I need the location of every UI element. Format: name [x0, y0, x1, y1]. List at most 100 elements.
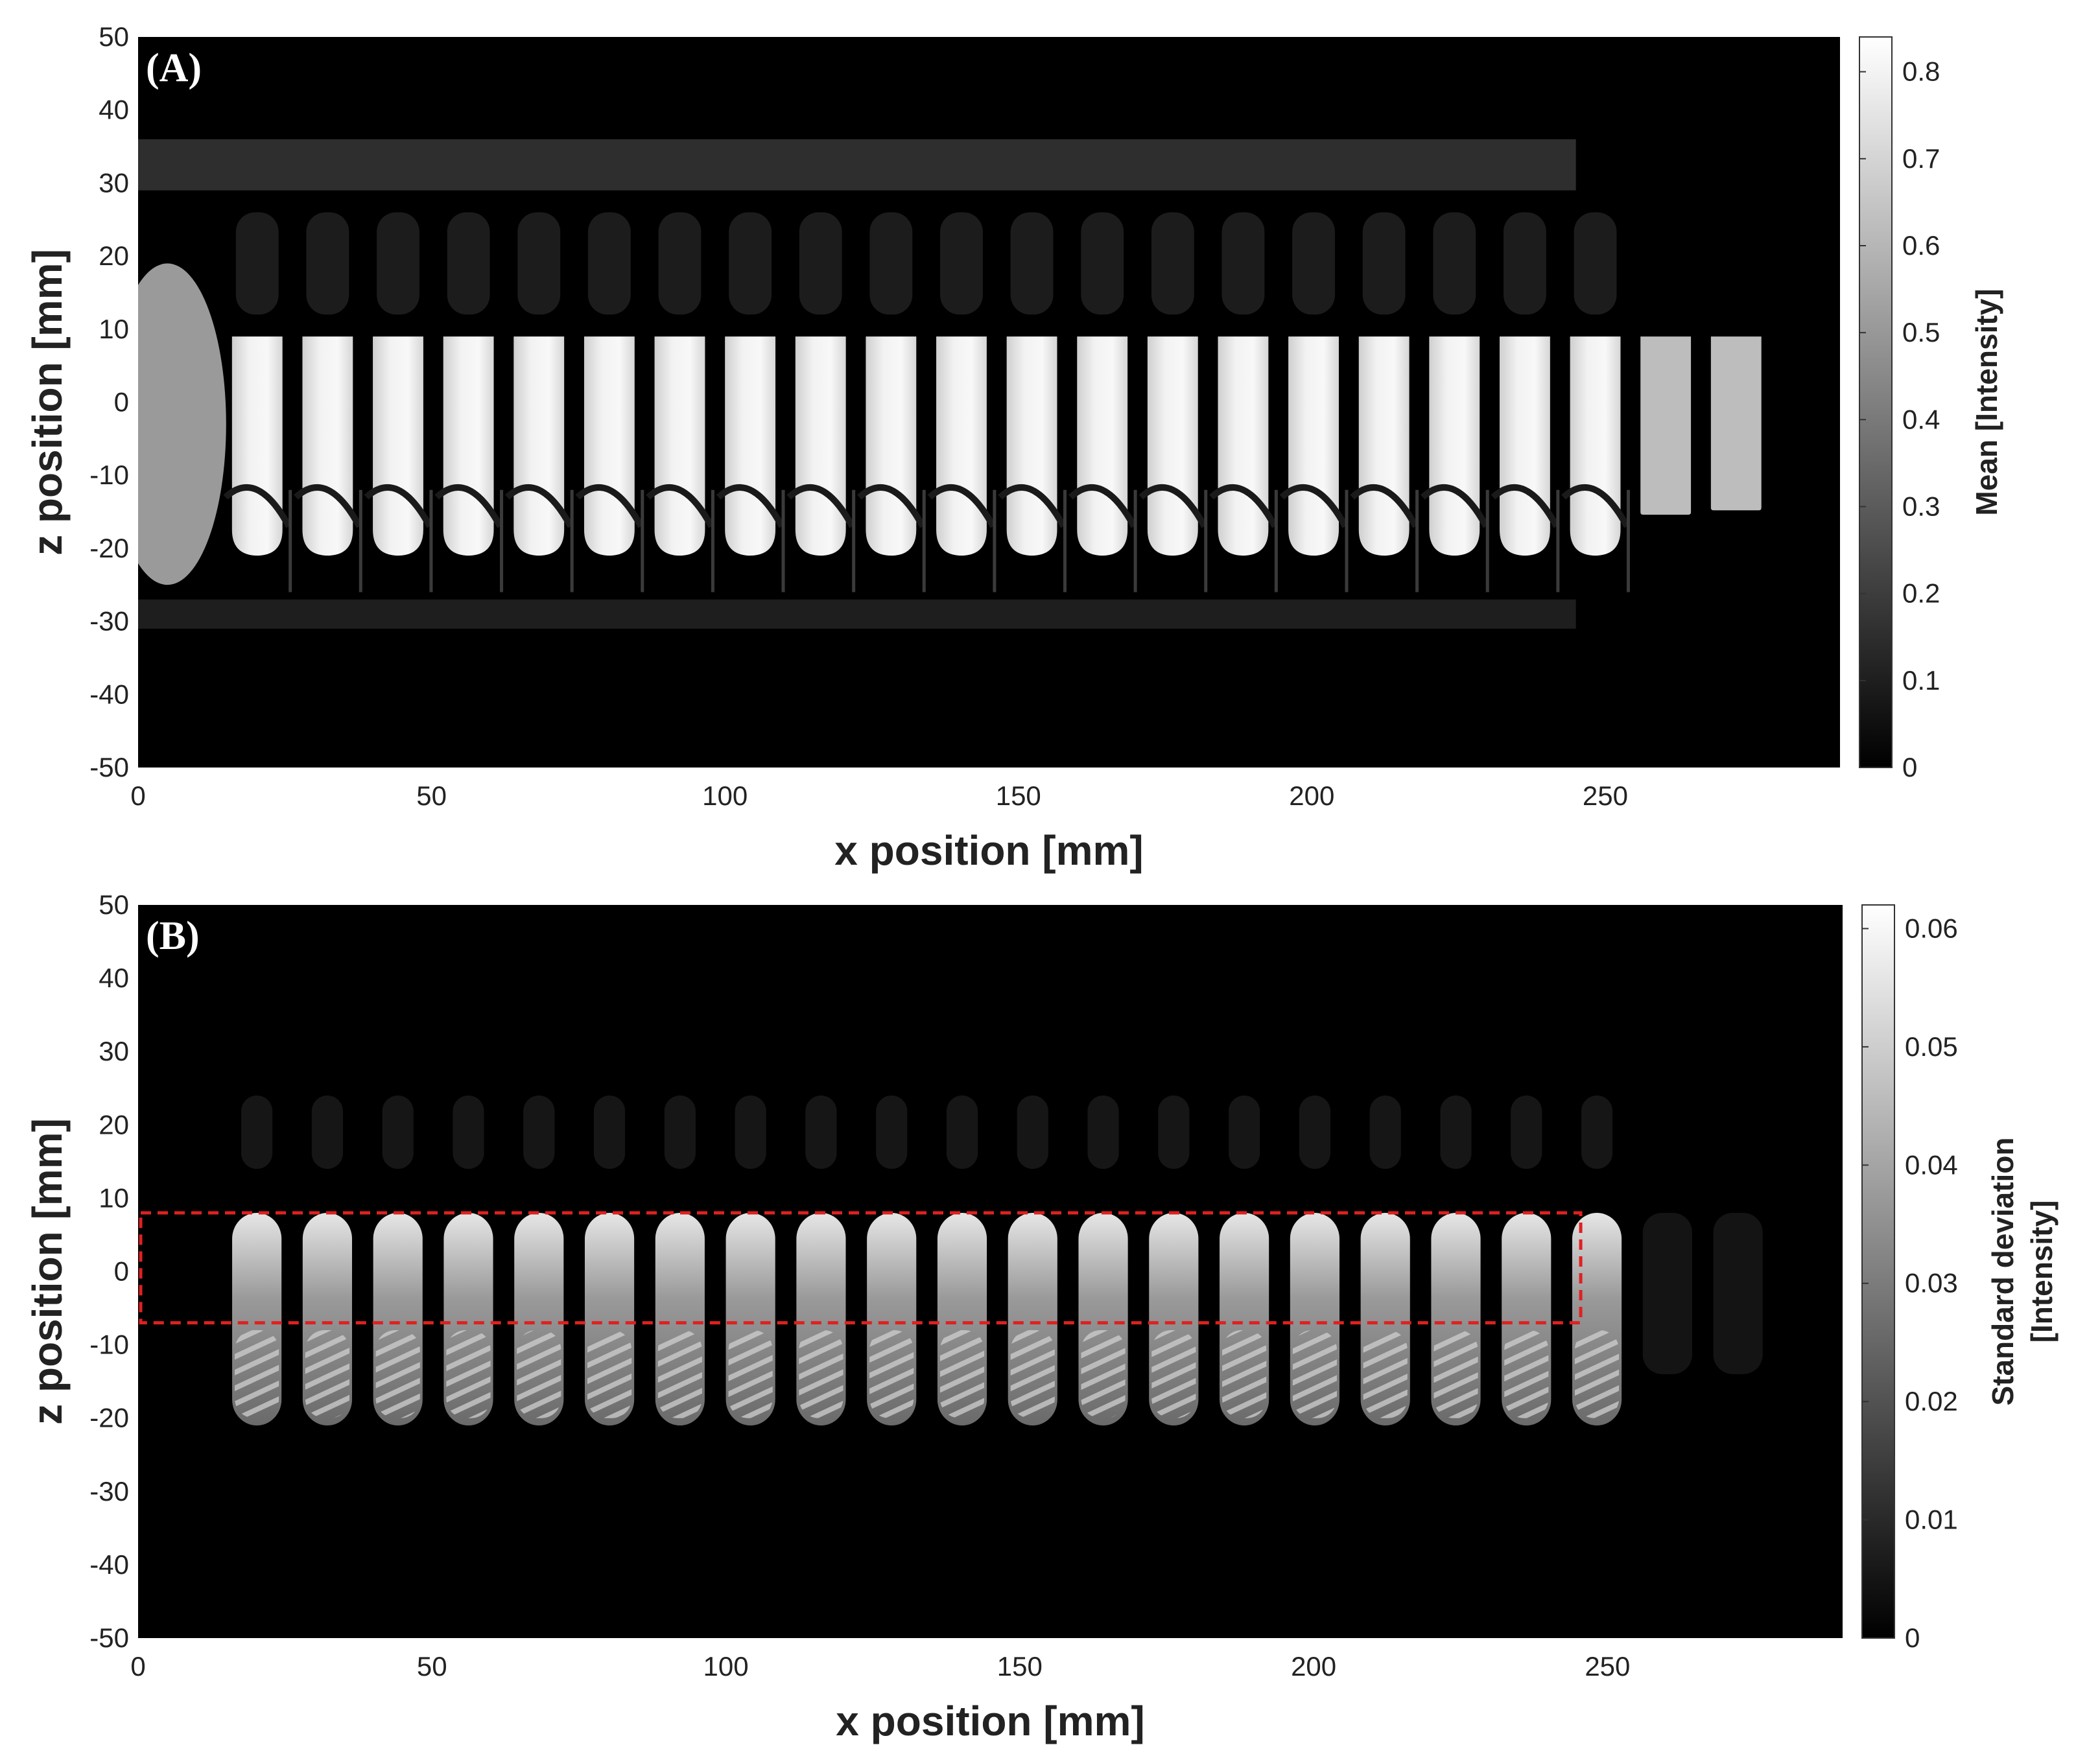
bright-block	[1640, 336, 1692, 515]
y-tick-label: 0	[114, 1256, 129, 1287]
shadow-curve	[1138, 484, 1208, 528]
ghost-block	[1574, 212, 1617, 315]
std-block	[1713, 1213, 1763, 1374]
y-tick-label: 50	[99, 889, 129, 920]
std-stripes	[587, 1330, 632, 1418]
panel-a-x-axis-label: x position [mm]	[834, 827, 1143, 874]
panel-a-colorbar	[1859, 36, 1893, 768]
std-stripes	[1010, 1330, 1055, 1418]
std-stripes	[375, 1330, 420, 1418]
std-stripes	[1151, 1330, 1196, 1418]
ghost-block	[946, 1096, 978, 1169]
shadow-curve	[294, 484, 362, 528]
bright-block	[1288, 336, 1339, 556]
x-tick-label: 200	[1289, 780, 1334, 811]
ghost-block	[664, 1096, 696, 1169]
ghost-block	[517, 212, 561, 315]
panel-b-colorbar-label-line1: Standard deviation	[1986, 1137, 2020, 1405]
shadow-curve	[1350, 484, 1419, 528]
bright-block	[138, 263, 226, 585]
shadow-curve	[1491, 484, 1560, 528]
ghost-block	[1581, 1096, 1613, 1169]
ghost-block	[382, 1096, 414, 1169]
x-tick-label: 100	[702, 780, 748, 811]
y-tick-label: 0	[114, 387, 129, 417]
y-tick-label: 10	[99, 314, 129, 344]
shadow-curve	[223, 484, 292, 528]
colorbar-tick-label: 0.03	[1905, 1268, 1958, 1298]
panel-b-label: (B)	[146, 914, 200, 958]
bright-block	[513, 336, 565, 556]
ghost-block	[940, 212, 983, 315]
bright-block	[1077, 336, 1128, 556]
colorbar-tick-label: 0.7	[1902, 143, 1940, 174]
colorbar-tick-label: 0.01	[1905, 1505, 1958, 1535]
panel-b-image	[232, 1096, 1763, 1426]
std-stripes	[799, 1330, 844, 1418]
bright-block	[443, 336, 494, 556]
bright-block	[1429, 336, 1480, 556]
bright-block	[795, 336, 846, 556]
ghost-block	[1081, 212, 1124, 315]
std-stripes	[657, 1330, 702, 1418]
bright-block	[373, 336, 423, 556]
ghost-block	[1151, 212, 1194, 315]
shadow-curve	[1209, 484, 1278, 528]
panel-a-label: (A)	[146, 46, 202, 90]
ghost-block	[1511, 1096, 1542, 1169]
colorbar-tick-label: 0.2	[1902, 578, 1940, 609]
bright-block	[1500, 336, 1550, 556]
y-tick-label: -50	[89, 752, 129, 782]
ghost-block	[1369, 1096, 1401, 1169]
ghost-block	[593, 1096, 626, 1169]
shadow-curve	[1068, 484, 1137, 528]
x-tick-label: 250	[1583, 780, 1628, 811]
x-tick-label: 50	[416, 780, 447, 811]
std-block	[1642, 1213, 1692, 1374]
ghost-block	[306, 212, 349, 315]
std-stripes	[1574, 1330, 1620, 1418]
ghost-block	[1292, 212, 1335, 315]
y-tick-label: -50	[89, 1623, 129, 1653]
ghost-block	[1087, 1096, 1119, 1169]
bright-block	[936, 336, 987, 556]
ghost-block	[1362, 212, 1406, 315]
shadow-curve	[716, 484, 785, 528]
x-tick-label: 250	[1585, 1651, 1630, 1682]
bright-block	[725, 336, 776, 556]
panel-b-y-axis-label: z position [mm]	[24, 1118, 71, 1425]
shadow-curve	[857, 484, 926, 528]
y-tick-label: 20	[99, 240, 129, 271]
colorbar-tick-label: 0.8	[1902, 56, 1940, 87]
bright-block	[1710, 336, 1762, 511]
x-tick-label: 150	[996, 780, 1041, 811]
std-stripes	[235, 1330, 279, 1418]
ghost-block	[1299, 1096, 1330, 1169]
bright-block	[1570, 336, 1621, 556]
upper-band	[138, 139, 1576, 191]
bright-block	[654, 336, 705, 556]
y-tick-label: -30	[89, 606, 129, 637]
bright-block	[1006, 336, 1057, 556]
bright-block	[584, 336, 635, 556]
panel-b-colorbar-label-line2: [Intensity]	[2025, 1201, 2059, 1343]
y-tick-label: 30	[99, 1036, 129, 1066]
y-tick-label: -20	[89, 1403, 129, 1433]
shadow-curve	[575, 484, 644, 528]
y-tick-label: -10	[89, 1330, 129, 1360]
shadow-curve	[434, 484, 503, 528]
ghost-block	[311, 1096, 343, 1169]
shadow-curve	[786, 484, 856, 528]
panel-b-colorbar	[1861, 904, 1895, 1639]
shadow-curve	[1279, 484, 1349, 528]
bright-block	[302, 336, 353, 556]
ghost-block	[1158, 1096, 1190, 1169]
ghost-block	[453, 1096, 484, 1169]
colorbar-tick-label: 0.04	[1905, 1149, 1958, 1180]
ghost-block	[805, 1096, 837, 1169]
ghost-block	[523, 1096, 555, 1169]
shadow-curve	[646, 484, 714, 528]
bright-block	[1147, 336, 1198, 556]
y-tick-label: 50	[99, 21, 129, 52]
